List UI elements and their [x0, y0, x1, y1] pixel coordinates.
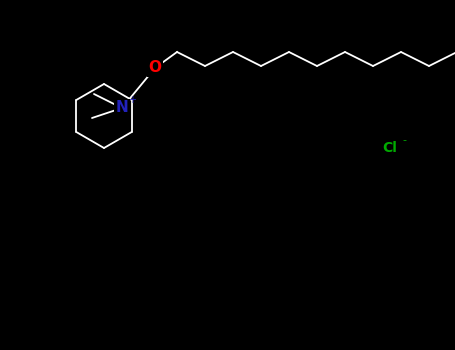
Text: O: O [148, 61, 162, 76]
Text: -: - [402, 135, 406, 145]
Text: +: + [128, 95, 136, 105]
Text: Cl: Cl [383, 141, 397, 155]
Text: N: N [116, 100, 128, 116]
